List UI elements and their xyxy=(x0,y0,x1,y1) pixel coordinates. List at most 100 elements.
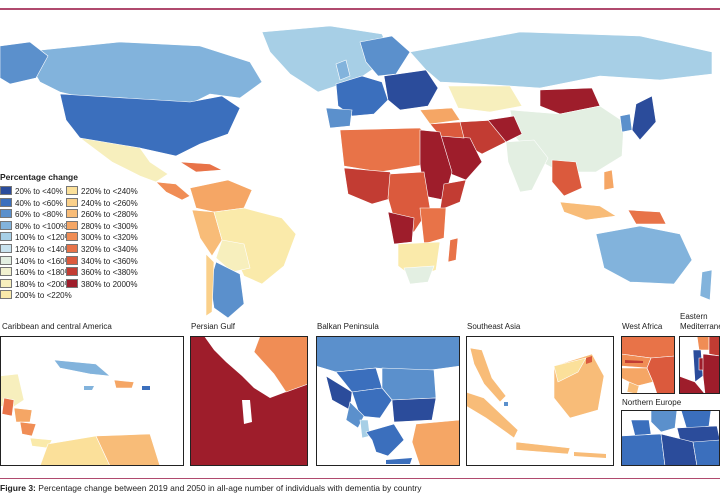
indonesia xyxy=(559,201,617,221)
ne-germany xyxy=(621,433,666,466)
legend-swatch xyxy=(66,220,78,230)
caribbean xyxy=(179,161,224,173)
legend-item: 120% to <140% xyxy=(0,244,72,254)
legend-label: 180% to <200% xyxy=(15,279,72,289)
canada xyxy=(21,41,263,105)
ne-poland xyxy=(660,433,698,466)
inset-title-northern-europe: Northern Europe xyxy=(622,398,682,407)
south-africa xyxy=(403,265,435,285)
sea-singapore xyxy=(504,402,508,406)
legend-item: 260% to <280% xyxy=(66,209,138,219)
inset-northern-europe xyxy=(621,410,720,466)
sea-brunei xyxy=(586,356,592,364)
legend-label: 20% to <40% xyxy=(15,187,63,196)
caribbean-nicaragua xyxy=(19,421,37,437)
em-syria xyxy=(708,336,720,357)
papua xyxy=(627,209,667,225)
inset-balkan xyxy=(316,336,460,466)
legend-item: 180% to <200% xyxy=(0,278,72,289)
caribbean-jamaica xyxy=(84,386,94,390)
kazakhstan xyxy=(447,85,523,113)
philippines xyxy=(603,169,615,191)
em-jordan xyxy=(702,353,720,394)
legend-item: 300% to <320% xyxy=(66,232,138,242)
horn-of-africa xyxy=(439,179,467,211)
balkan-greece xyxy=(365,423,405,457)
legend-label: 160% to <180% xyxy=(15,268,72,278)
india xyxy=(505,139,549,193)
southeast-asia-mainland xyxy=(551,159,583,197)
balkan-crete xyxy=(386,458,412,464)
caribbean-guatemala xyxy=(1,397,15,417)
legend-label: 220% to <240% xyxy=(81,187,138,196)
inset-title-southeast-asia: Southeast Asia xyxy=(467,322,521,331)
ne-finland xyxy=(680,410,712,431)
figure-caption: Figure 3: Percentage change between 2019… xyxy=(0,483,422,493)
legend-swatch xyxy=(66,244,78,253)
em-egypt xyxy=(679,375,706,394)
persian-gulf-iran xyxy=(253,336,308,393)
turkey xyxy=(419,107,461,125)
inset-title-caribbean: Caribbean and central America xyxy=(2,322,112,331)
sea-sumatra xyxy=(466,391,519,439)
japan xyxy=(631,95,657,141)
legend-title: Percentage change xyxy=(0,172,78,182)
legend-item: 360% to <380% xyxy=(66,267,138,277)
legend-item: 60% to <80% xyxy=(0,209,63,219)
inset-title-persian-gulf: Persian Gulf xyxy=(191,322,236,331)
caribbean-venezuela xyxy=(95,433,161,466)
inset-title-west-africa: West Africa xyxy=(622,322,663,331)
legend-item: 20% to <40% xyxy=(0,186,63,196)
inset-southeast-asia xyxy=(466,336,614,466)
legend-swatch xyxy=(66,186,78,195)
legend-swatch xyxy=(0,209,12,219)
eastern-europe xyxy=(383,69,439,111)
wa-gambia xyxy=(625,360,643,363)
central-america xyxy=(155,181,191,201)
sea-bali xyxy=(574,452,606,458)
inset-title-eastern-med: Eastern Mediterranean xyxy=(680,312,720,331)
afghanistan xyxy=(487,115,523,143)
russia xyxy=(409,31,713,89)
legend-swatch xyxy=(66,255,78,265)
legend-label: 280% to <300% xyxy=(81,221,138,231)
new-zealand xyxy=(699,269,713,301)
balkan-bosnia xyxy=(345,401,365,429)
persian-gulf-qatar xyxy=(242,400,252,424)
inset-west-africa-frame xyxy=(621,336,675,394)
inset-title-balkan: Balkan Peninsula xyxy=(317,322,379,331)
united-states xyxy=(59,93,241,157)
colombia-venezuela xyxy=(189,179,253,213)
inset-persian-gulf xyxy=(190,336,308,466)
sea-java xyxy=(515,441,571,455)
world-map xyxy=(0,25,713,319)
legend-swatch xyxy=(0,290,12,300)
legend-label: 300% to <320% xyxy=(81,233,138,243)
legend-item: 220% to <240% xyxy=(66,186,138,196)
ne-sweden xyxy=(650,410,678,433)
legend-label: 260% to <280% xyxy=(81,210,138,220)
figure-caption-label: Figure 3: xyxy=(0,483,36,493)
congo xyxy=(387,211,415,245)
legend-item: 240% to <260% xyxy=(66,197,138,208)
korea xyxy=(619,113,633,133)
wa-guinea xyxy=(621,367,654,387)
legend-swatch xyxy=(0,220,12,230)
legend-swatch xyxy=(66,278,78,288)
inset-southeast-asia-frame xyxy=(466,336,614,466)
western-europe xyxy=(335,75,389,117)
legend-item: 160% to <180% xyxy=(0,267,72,277)
inset-eastern-med xyxy=(679,336,720,394)
balkan-turkey xyxy=(411,419,460,466)
caribbean-puerto-rico xyxy=(142,386,150,390)
legend-item: 100% to <120% xyxy=(0,232,72,242)
top-rule xyxy=(0,8,720,10)
legend-label: 320% to <340% xyxy=(81,245,138,254)
legend-swatch xyxy=(0,267,12,277)
west-africa xyxy=(343,167,401,205)
iberia xyxy=(325,107,353,129)
legend-label: 120% to <140% xyxy=(15,245,72,254)
legend-item: 320% to <340% xyxy=(66,244,138,254)
madagascar xyxy=(447,237,459,263)
inset-eastern-med-frame xyxy=(679,336,720,394)
